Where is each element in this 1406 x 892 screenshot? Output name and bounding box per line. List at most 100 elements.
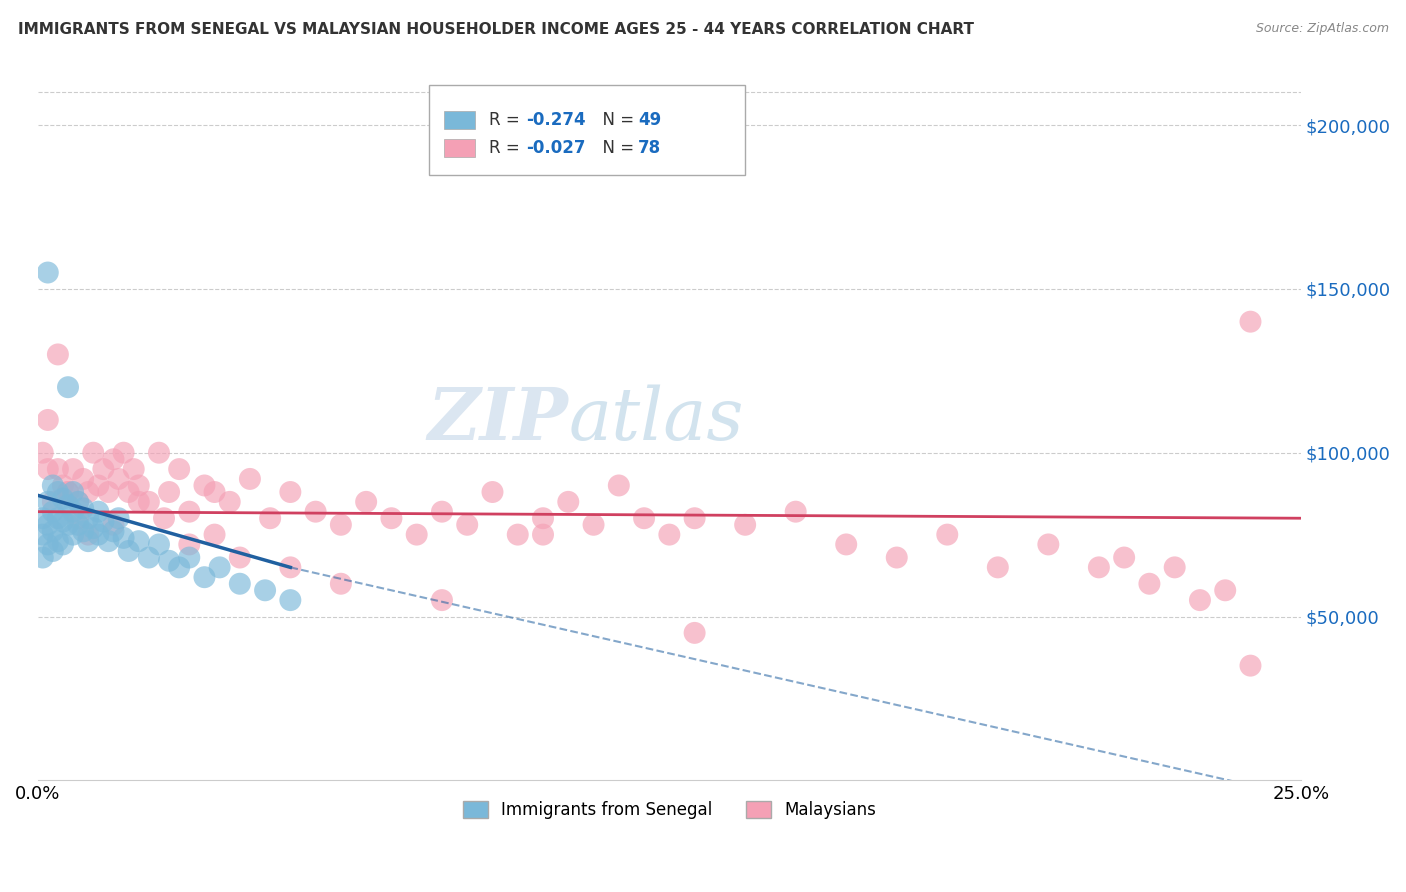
Point: [193, 478, 215, 492]
Point: [52, 491, 75, 506]
Point: [87, 527, 110, 541]
Point: [218, 495, 240, 509]
Text: 49: 49: [638, 111, 661, 129]
Point: [37, 266, 59, 280]
Point: [93, 515, 115, 529]
Point: [208, 560, 231, 574]
Point: [62, 505, 84, 519]
Point: [138, 550, 160, 565]
Point: [1239, 315, 1261, 329]
Point: [481, 485, 503, 500]
Point: [683, 626, 706, 640]
Point: [56, 498, 79, 512]
Point: [46, 462, 69, 476]
Point: [157, 554, 180, 568]
Point: [56, 517, 79, 532]
Point: [128, 478, 150, 492]
Point: [734, 517, 756, 532]
Text: Source: ZipAtlas.com: Source: ZipAtlas.com: [1256, 22, 1389, 36]
Point: [46, 347, 69, 361]
Point: [304, 505, 326, 519]
Text: IMMIGRANTS FROM SENEGAL VS MALAYSIAN HOUSEHOLDER INCOME AGES 25 - 44 YEARS CORRE: IMMIGRANTS FROM SENEGAL VS MALAYSIAN HOU…: [18, 22, 974, 37]
Point: [117, 544, 139, 558]
Point: [62, 527, 84, 541]
Point: [148, 446, 170, 460]
Point: [77, 511, 100, 525]
Point: [67, 495, 90, 509]
Point: [405, 527, 427, 541]
Point: [1188, 593, 1211, 607]
Point: [87, 505, 110, 519]
Point: [280, 593, 302, 607]
Point: [179, 537, 201, 551]
Point: [56, 380, 79, 394]
Text: R =: R =: [489, 111, 524, 129]
Text: R =: R =: [489, 139, 524, 157]
Point: [56, 485, 79, 500]
Point: [72, 524, 94, 539]
Point: [46, 511, 69, 525]
Point: [62, 462, 84, 476]
Point: [103, 517, 125, 532]
Point: [607, 478, 630, 492]
Point: [179, 505, 201, 519]
FancyBboxPatch shape: [444, 139, 475, 157]
Point: [52, 515, 75, 529]
FancyBboxPatch shape: [429, 85, 745, 175]
Point: [1163, 560, 1185, 574]
Point: [82, 446, 104, 460]
Point: [112, 446, 135, 460]
Point: [42, 544, 65, 558]
FancyBboxPatch shape: [444, 112, 475, 128]
Point: [531, 527, 554, 541]
Point: [72, 472, 94, 486]
Point: [683, 511, 706, 525]
Point: [430, 505, 453, 519]
Point: [254, 583, 277, 598]
Point: [72, 501, 94, 516]
Legend: Immigrants from Senegal, Malaysians: Immigrants from Senegal, Malaysians: [456, 795, 883, 826]
Point: [329, 517, 352, 532]
Text: N =: N =: [592, 139, 640, 157]
Point: [37, 495, 59, 509]
Point: [107, 511, 129, 525]
Point: [52, 537, 75, 551]
Point: [167, 462, 190, 476]
Point: [280, 560, 302, 574]
Point: [167, 560, 190, 574]
Point: [557, 495, 579, 509]
Text: ZIP: ZIP: [427, 384, 568, 456]
Point: [582, 517, 605, 532]
Point: [97, 534, 120, 549]
Point: [380, 511, 402, 525]
Point: [97, 485, 120, 500]
Text: 78: 78: [638, 139, 661, 157]
Point: [37, 517, 59, 532]
Point: [77, 534, 100, 549]
Point: [138, 495, 160, 509]
Point: [122, 462, 145, 476]
Point: [229, 576, 252, 591]
Point: [46, 534, 69, 549]
Point: [1114, 550, 1136, 565]
Point: [67, 517, 90, 532]
Point: [193, 570, 215, 584]
Point: [31, 446, 53, 460]
Point: [531, 511, 554, 525]
Point: [42, 505, 65, 519]
Point: [112, 531, 135, 545]
Point: [456, 517, 478, 532]
Point: [103, 524, 125, 539]
Point: [52, 478, 75, 492]
Point: [107, 472, 129, 486]
Point: [1038, 537, 1060, 551]
Point: [87, 478, 110, 492]
Point: [42, 478, 65, 492]
Point: [37, 413, 59, 427]
Point: [67, 511, 90, 525]
Point: [204, 527, 226, 541]
Text: atlas: atlas: [568, 384, 744, 455]
Point: [430, 593, 453, 607]
Point: [77, 485, 100, 500]
Text: N =: N =: [592, 111, 640, 129]
